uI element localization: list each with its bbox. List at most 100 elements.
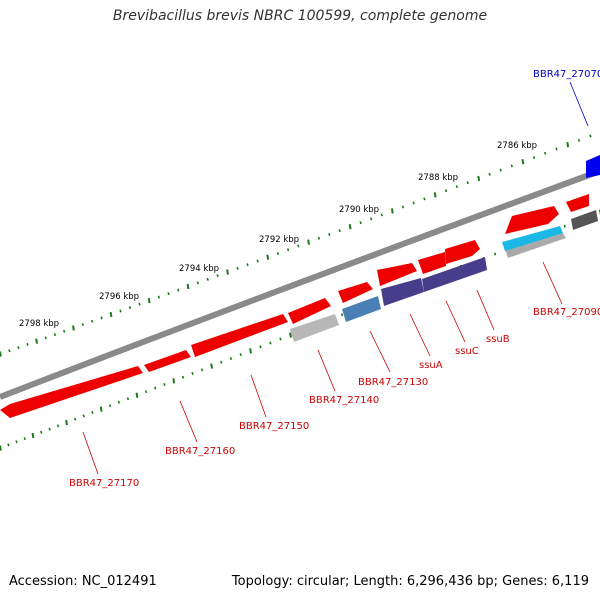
inner-tick-7 [56, 424, 60, 428]
gene-arrow-27150[interactable] [191, 314, 288, 357]
feature-steelblue-27130[interactable] [342, 296, 381, 322]
outer-tick-30 [286, 248, 290, 252]
gene-arrow-27080[interactable] [566, 194, 589, 212]
feature-cyan-27090[interactable] [502, 226, 563, 251]
tick-label-2794: 2794 kbp [179, 264, 219, 274]
outer-tick-43 [423, 197, 426, 201]
outer-tick-25 [236, 266, 239, 270]
inner-tick-27 [239, 353, 242, 357]
gene-arrow-27130[interactable] [338, 282, 373, 303]
outer-tick-5 [44, 336, 47, 340]
gene-arrow-27140[interactable] [288, 298, 331, 324]
gene-label-gssuA[interactable]: ssuA [419, 360, 443, 371]
gene-arrow-27070[interactable] [586, 155, 600, 178]
inner-tick-32 [289, 332, 292, 338]
outer-tick-3 [26, 342, 29, 346]
outer-tick-17 [157, 295, 160, 299]
leader-g27160 [179, 400, 198, 443]
outer-tick-31 [297, 244, 300, 248]
outer-tick-21 [196, 281, 200, 285]
outer-tick-1 [8, 349, 11, 353]
outer-tick-32 [307, 239, 310, 245]
leader-g27140 [317, 349, 336, 392]
inner-tick-57 [563, 224, 566, 228]
gene-arrow-27170[interactable] [0, 366, 143, 418]
leader-gssuC [445, 300, 466, 343]
gene-labels: BBR47_27070 BBR47_27090 ssuB ssuC ssuA BBR47_… [69, 69, 600, 489]
feature-purple-ssuC[interactable] [422, 257, 487, 292]
inner-tick-51 [493, 252, 497, 256]
gene-label-gssuB[interactable]: ssuB [486, 334, 510, 345]
gene-arrow-ssuB[interactable] [445, 240, 480, 264]
leader-gssuB [476, 289, 495, 331]
outer-tick-12 [109, 311, 113, 318]
inner-tick-18 [154, 386, 157, 390]
gene-arrow-ssuC[interactable] [418, 252, 446, 274]
outer-tick-33 [317, 236, 321, 240]
inner-tick-8 [65, 419, 68, 426]
outer-tick-56 [566, 141, 570, 148]
gene-arrow-27160[interactable] [144, 350, 191, 372]
inner-tick-22 [191, 372, 194, 376]
feature-grey-27140[interactable] [290, 314, 339, 342]
outer-tick-44 [433, 192, 437, 198]
outer-tick-53 [532, 155, 536, 159]
feature-purple-ssuA[interactable] [381, 278, 424, 306]
inner-tick-13 [108, 404, 112, 408]
outer-tick-36 [348, 224, 352, 230]
outer-tick-35 [338, 229, 341, 233]
inner-tick-6 [48, 427, 51, 431]
leader-g27150 [250, 374, 267, 418]
outer-tick-23 [216, 274, 219, 278]
inner-tick-1 [7, 443, 10, 447]
map-title: Brevibacillus brevis NBRC 100599, comple… [112, 8, 488, 24]
outer-tick-42 [412, 201, 415, 205]
outer-tick-14 [128, 306, 132, 310]
outer-tick-37 [359, 221, 362, 225]
outer-tick-49 [488, 172, 491, 176]
outer-tick-19 [177, 288, 180, 292]
gene-label-g27140[interactable]: BBR47_27140 [309, 395, 379, 406]
inner-tick-29 [259, 345, 262, 349]
feature-grey-27090[interactable] [505, 232, 566, 258]
tick-label-2792: 2792 kbp [259, 235, 299, 245]
outer-tick-45 [444, 189, 448, 193]
outer-tick-24 [226, 269, 229, 275]
outer-tick-52 [521, 159, 525, 165]
inner-tick-21 [181, 375, 185, 379]
outer-tick-7 [63, 329, 66, 333]
outer-tick-13 [119, 309, 122, 313]
gene-label-g27130[interactable]: BBR47_27130 [358, 377, 428, 388]
feature-darkgrey[interactable] [571, 210, 598, 230]
outer-tick-27 [256, 259, 259, 263]
gene-arrow-27090[interactable] [505, 206, 559, 234]
outer-tick-50 [499, 168, 502, 172]
outer-tick-51 [510, 164, 513, 168]
outer-tick-10 [90, 319, 94, 323]
outer-tick-26 [246, 263, 249, 267]
leader-gssuA [409, 313, 431, 357]
gene-label-g27090[interactable]: BBR47_27090 [533, 307, 600, 318]
inner-tick-23 [200, 368, 204, 372]
gene-label-g27170[interactable]: BBR47_27170 [69, 478, 139, 489]
outer-tick-20 [186, 283, 190, 290]
inner-tick-25 [220, 360, 223, 364]
gene-label-g27150[interactable]: BBR47_27150 [239, 421, 309, 432]
inner-tick-31 [279, 337, 282, 341]
leader-g27070 [569, 81, 589, 127]
inner-tick-9 [73, 417, 77, 421]
outer-tick-57 [577, 138, 581, 142]
gene-label-gssuC[interactable]: ssuC [455, 346, 479, 357]
gene-label-g27160[interactable]: BBR47_27160 [165, 446, 235, 457]
gene-label-leaders [82, 81, 589, 475]
gene-features [0, 155, 600, 418]
gene-arrow-ssuA[interactable] [377, 263, 417, 286]
scale-tick-labels: 2786 kbp 2788 kbp 2790 kbp 2792 kbp 2794 kbp… [19, 141, 537, 329]
accession-text: Accession: NC_012491 [9, 574, 157, 589]
outer-tick-39 [380, 213, 383, 217]
inner-tick-15 [126, 397, 130, 401]
inner-tick-17 [144, 390, 148, 394]
inner-tick-20 [172, 378, 176, 384]
inner-tick-2 [15, 440, 18, 444]
gene-label-g27070[interactable]: BBR47_27070 [533, 69, 600, 80]
